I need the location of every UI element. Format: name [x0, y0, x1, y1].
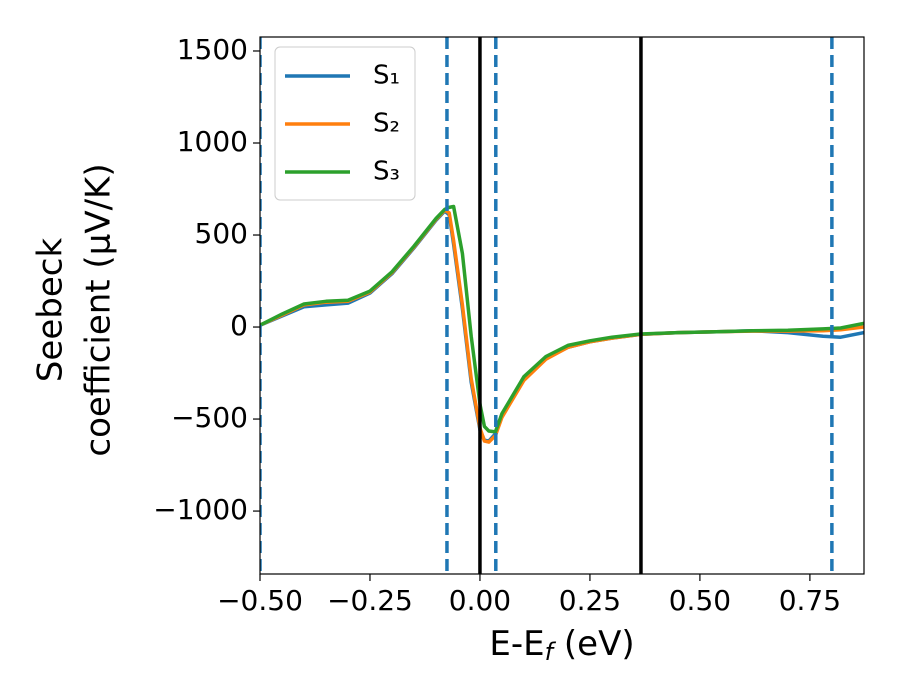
y-tick-label: −1000	[153, 493, 248, 526]
x-label-main: E-E	[489, 624, 544, 664]
series-line	[260, 209, 864, 443]
legend-label: S₃	[373, 157, 400, 187]
x-tick-label: 0.00	[449, 584, 511, 617]
legend-label: S₁	[373, 61, 400, 91]
x-label-unit: (eV)	[553, 624, 635, 664]
x-tick-label: −0.50	[217, 584, 303, 617]
legend-label: S₂	[373, 109, 400, 139]
series-line	[260, 208, 864, 444]
y-tick-label: 0	[230, 309, 248, 342]
y-axis-label: coefficient (μV/K)	[79, 163, 119, 456]
x-tick-label: −0.25	[327, 584, 413, 617]
y-axis-label: Seebeck	[31, 238, 71, 383]
series-line	[260, 204, 864, 434]
y-tick-label: 1500	[177, 33, 248, 66]
x-tick-label: 0.50	[669, 584, 731, 617]
y-tick-label: 1000	[177, 125, 248, 158]
x-tick-label: 0.25	[559, 584, 621, 617]
plot-frame	[259, 36, 865, 575]
y-tick-label: 500	[195, 217, 248, 250]
x-axis-label: E-Ef (eV)	[489, 624, 634, 667]
y-tick-label: −500	[171, 401, 248, 434]
x-tick-label: 0.75	[779, 584, 841, 617]
